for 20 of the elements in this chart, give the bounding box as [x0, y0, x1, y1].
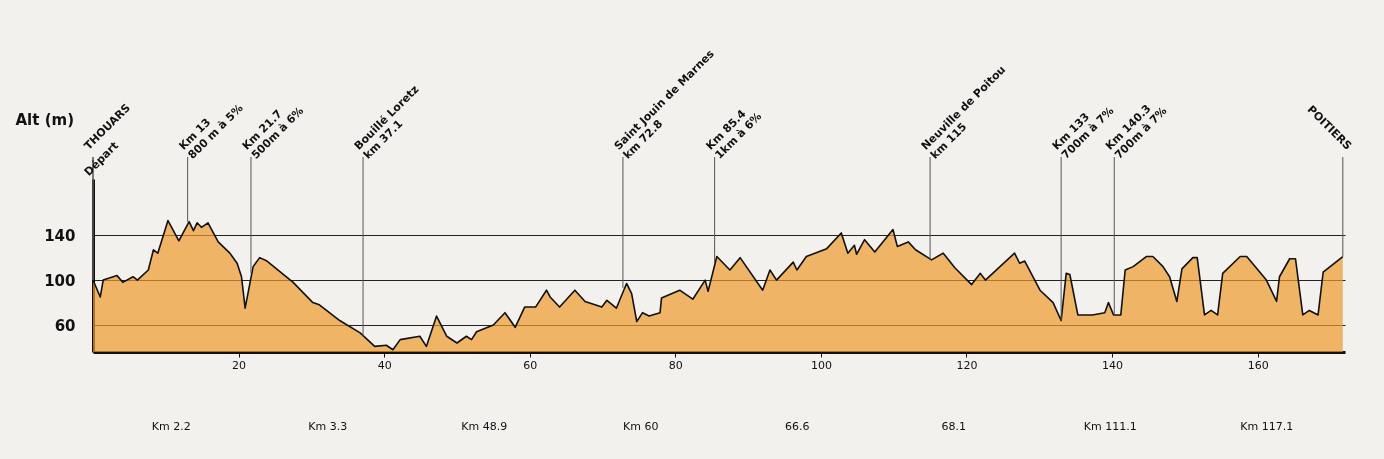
y-tick-label: 100: [44, 271, 76, 290]
x-tick-label: 100: [810, 358, 832, 372]
text: Km 48.9: [461, 420, 508, 433]
x-tick-label: 40: [377, 358, 392, 372]
text: 66.6: [785, 420, 810, 433]
x-tick-label: 80: [668, 358, 683, 372]
text: 68.1: [941, 420, 966, 433]
text: Km 111.1: [1083, 420, 1137, 433]
text: Km 2.2: [151, 420, 191, 433]
text: Km 3.3: [308, 420, 348, 433]
x-tick-label: 140: [1102, 358, 1124, 372]
x-tick-label: 60: [523, 358, 538, 372]
text: Km 60: [623, 420, 659, 433]
y-tick-label: 60: [54, 316, 76, 335]
y-tick-label: 140: [44, 226, 76, 245]
text: Km 117.1: [1240, 420, 1294, 433]
x-tick-label: 120: [956, 358, 978, 372]
x-tick-label: 20: [232, 358, 247, 372]
y-axis-title: Alt (m): [15, 110, 74, 129]
x-tick-label: 160: [1247, 358, 1269, 372]
